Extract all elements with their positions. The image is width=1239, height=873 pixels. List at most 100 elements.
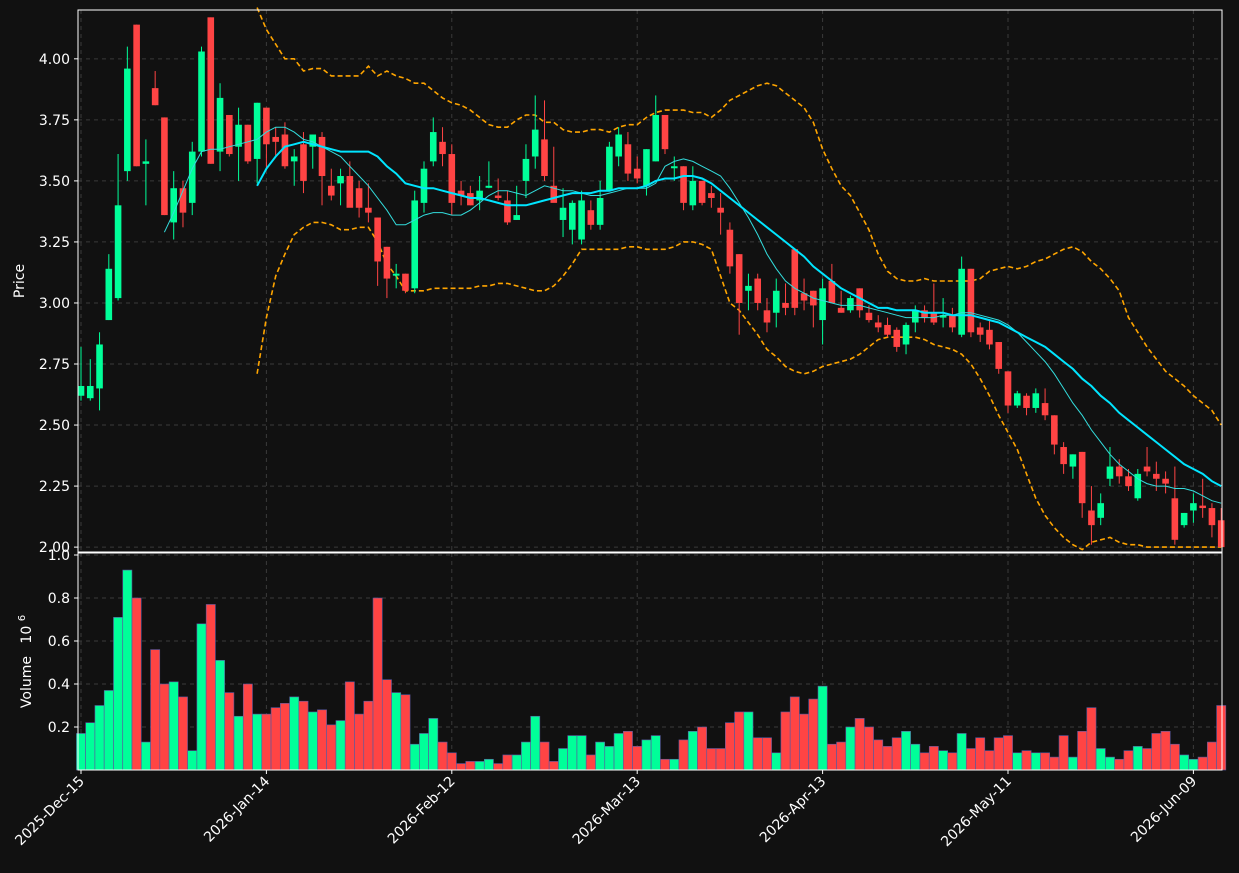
bollinger-upper-line [256,7,1222,426]
candle [522,144,530,198]
volume-bar [196,623,207,771]
price-tick-label: 3.50 [39,174,70,190]
volume-panel: 0.2 0.4 0.6 0.8 1.0 Volume 10 6 [17,548,1227,771]
candle-body [624,144,632,174]
candle-body [327,185,335,196]
volume-tick-label: 0.8 [48,591,70,607]
candle-body [198,51,205,152]
candle [1069,454,1077,479]
candle [290,149,298,186]
candle [448,144,456,216]
volume-bar [567,735,578,771]
volume-bar [752,737,763,771]
price-tick-label: 2.25 [39,479,70,495]
candle [698,180,706,206]
candle [541,100,548,181]
volume-bar [687,730,698,771]
candle-body [865,312,873,321]
volume-bar [975,737,986,771]
candle [735,254,743,335]
volume-bar [372,597,383,771]
candle-body [1051,415,1058,445]
candle-body [124,68,131,172]
candle [207,17,215,164]
price-axis-label: Price [12,264,28,298]
candle [467,185,474,206]
candle-body [281,134,289,167]
volume-bar [1040,752,1050,771]
volume-bar [623,730,633,771]
candle-body [1041,403,1049,416]
volume-bar [474,761,485,771]
volume-bar [854,718,865,771]
candle-body [1069,454,1077,467]
candle [1171,466,1179,545]
volume-bar [85,722,96,771]
volume-bar [1142,748,1152,771]
volume-bar [1105,756,1115,771]
volume-bar [613,733,624,771]
candle-body [151,88,159,106]
candle [1199,478,1206,518]
volume-bar [382,679,392,771]
volume-bar [113,617,123,771]
candle [216,83,224,172]
volume-bar [966,748,976,771]
candle-body [995,342,1003,369]
candle [1125,468,1132,491]
candle-body [1088,510,1095,526]
volume-bar [1114,758,1125,771]
candle [439,127,446,167]
sma-slow-line [256,140,1222,487]
price-tick-label: 3.00 [39,296,70,312]
candle-body [188,151,196,203]
volume-bar [1021,750,1032,771]
candle [105,254,113,321]
candle-body [429,132,437,162]
volume-bar [873,739,884,771]
volume-tick-label: 0.6 [48,634,70,650]
price-y-ticks: 2.00 2.25 2.50 2.75 3.00 3.25 3.50 3.75 4.00 [39,52,78,556]
candle [161,117,168,216]
candle-body [1208,508,1216,526]
volume-axis-label-text: Volume [19,656,35,708]
candle-body [670,166,678,169]
volume-tick-label: 0.4 [48,677,70,693]
candle-body [142,161,150,164]
candle-body [1199,505,1206,509]
volume-bar [947,752,958,771]
candle [96,332,103,411]
candle-body [902,324,910,345]
candle [615,127,622,167]
candle [763,298,771,333]
volume-multiplier-exp: 6 [17,615,28,621]
price-panel-frame [77,9,1223,553]
price-grid [78,10,1222,552]
candle-body [754,278,762,303]
volume-bar [799,713,809,771]
volume-bar [882,746,893,771]
volume-bar [391,692,402,771]
candle [717,193,724,235]
candle [791,249,799,316]
candle [958,256,965,338]
candle-body [958,268,965,335]
candle [355,180,363,218]
volume-bar [354,713,364,771]
candle-body [717,207,724,213]
volume-bar [168,681,179,771]
candle-body [365,207,372,213]
volume-bar [215,660,225,771]
candle [837,290,845,313]
volume-axis-label: Volume 10 6 [17,615,35,708]
volume-bar [762,737,772,771]
volume-bar [836,741,847,771]
volume-bar [261,713,272,771]
volume-bar [502,754,513,771]
candle-body [1097,503,1104,518]
candle-body [1171,498,1179,540]
volume-bar [483,758,494,771]
volume-bar [1049,756,1060,771]
candle [670,156,678,181]
